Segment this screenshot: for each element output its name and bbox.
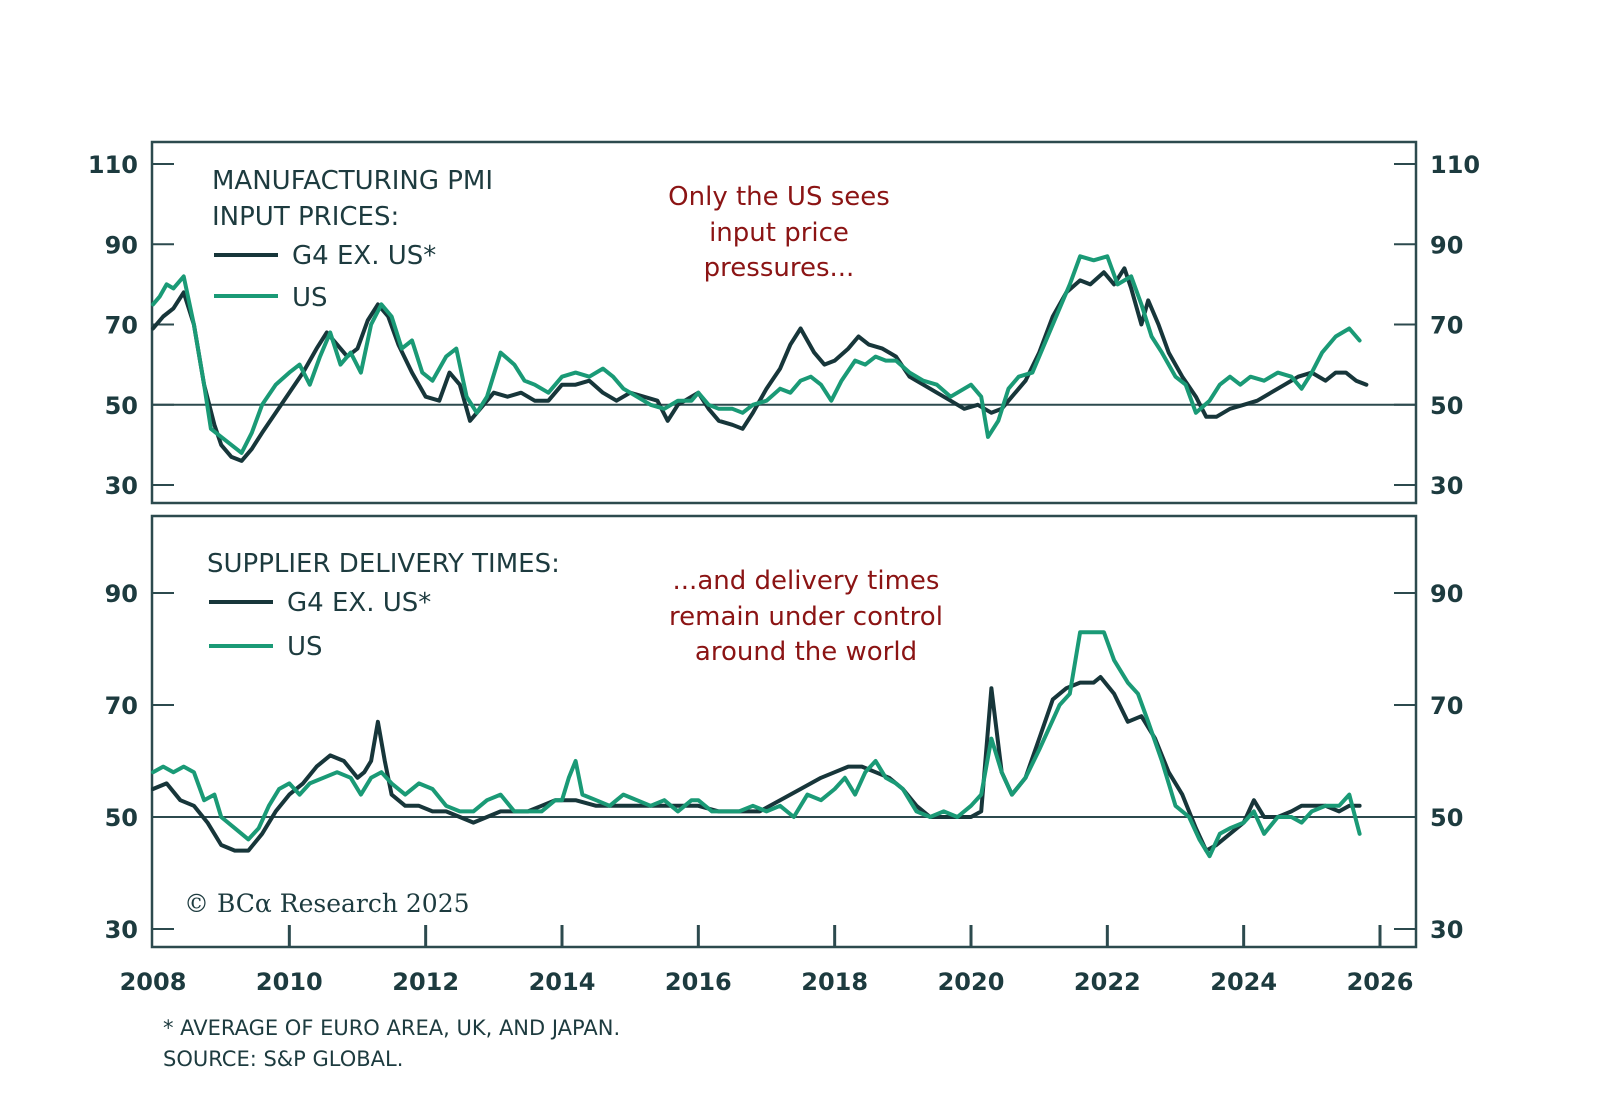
bottom-series-us	[151, 630, 1362, 859]
bottom-ytick-label-right: 30	[1430, 916, 1463, 944]
bottom-panel-frame	[150, 514, 1418, 949]
xtick-label: 2026	[1347, 968, 1414, 996]
xtick-label: 2010	[256, 968, 323, 996]
top-legend-label-g4: G4 EX. US*	[292, 241, 436, 271]
xtick-label: 2022	[1074, 968, 1141, 996]
bottom-ytick-label-right: 70	[1430, 692, 1463, 720]
bottom-y-axis: 30 30 50 50 70 70 90 90	[105, 580, 1464, 944]
top-ytick-label-right: 50	[1430, 392, 1463, 420]
top-ytick-label-left: 50	[105, 392, 138, 420]
top-ytick-label-left: 30	[105, 472, 138, 500]
bottom-ytick-label-left: 50	[105, 804, 138, 832]
bottom-legend-label-g4: G4 EX. US*	[287, 588, 431, 618]
xtick-label: 2020	[938, 968, 1005, 996]
top-ytick-label-left: 90	[105, 231, 138, 259]
top-panel-frame	[150, 140, 1418, 505]
copyright-label: © BCα Research 2025	[184, 889, 470, 918]
bottom-series-group	[151, 630, 1416, 859]
xtick-label: 2024	[1210, 968, 1277, 996]
top-chart-title-line1: MANUFACTURING PMI	[212, 166, 493, 196]
bottom-ytick-label-right: 50	[1430, 804, 1463, 832]
top-ytick-label-right: 90	[1430, 231, 1463, 259]
xtick-label: 2008	[120, 968, 187, 996]
top-ytick-label-left: 110	[88, 151, 138, 179]
top-annotation-line3: pressures...	[704, 253, 855, 283]
bottom-legend-label-us: US	[287, 632, 323, 662]
footnote-source: SOURCE: S&P GLOBAL.	[163, 1047, 403, 1071]
top-chart-title-line2: INPUT PRICES:	[212, 202, 399, 232]
top-series-group	[151, 254, 1416, 463]
footnote-definition: * AVERAGE OF EURO AREA, UK, AND JAPAN.	[163, 1016, 620, 1040]
bottom-annotation-line2: remain under control	[669, 602, 943, 632]
bottom-series-g4	[151, 675, 1362, 853]
top-annotation-line2: input price	[709, 218, 849, 248]
bottom-ytick-label-left: 30	[105, 916, 138, 944]
top-ytick-label-left: 70	[105, 312, 138, 340]
top-series-g4	[151, 266, 1369, 463]
top-legend-label-us: US	[292, 283, 328, 313]
top-ytick-label-right: 110	[1430, 151, 1480, 179]
bottom-ytick-label-right: 90	[1430, 580, 1463, 608]
top-annotation-line1: Only the US sees	[668, 182, 890, 212]
x-axis: 2008 2010 2012 2014 2016 2018 2020 2022 2024 2026	[120, 925, 1414, 996]
bottom-ytick-label-left: 90	[105, 580, 138, 608]
bottom-chart-title: SUPPLIER DELIVERY TIMES:	[207, 549, 560, 579]
top-ytick-label-right: 30	[1430, 472, 1463, 500]
top-series-us	[151, 254, 1362, 455]
xtick-label: 2014	[529, 968, 596, 996]
bottom-annotation-line1: ...and delivery times	[673, 566, 940, 596]
bottom-ytick-label-left: 70	[105, 692, 138, 720]
top-ytick-label-right: 70	[1430, 312, 1463, 340]
xtick-label: 2012	[392, 968, 459, 996]
xtick-label: 2018	[801, 968, 868, 996]
bottom-annotation-line3: around the world	[695, 637, 917, 667]
xtick-label: 2016	[665, 968, 732, 996]
